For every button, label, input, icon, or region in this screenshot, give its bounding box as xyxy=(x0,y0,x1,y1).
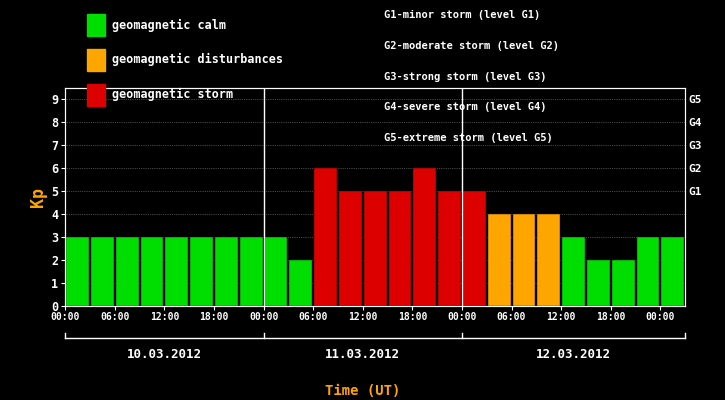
Bar xyxy=(463,191,486,306)
Bar xyxy=(513,214,535,306)
Text: G2-moderate storm (level G2): G2-moderate storm (level G2) xyxy=(384,41,559,51)
Bar xyxy=(265,237,287,306)
Bar xyxy=(537,214,560,306)
Text: G1-minor storm (level G1): G1-minor storm (level G1) xyxy=(384,10,541,20)
Bar xyxy=(91,237,114,306)
Bar xyxy=(488,214,510,306)
Text: Time (UT): Time (UT) xyxy=(325,384,400,398)
Bar xyxy=(165,237,188,306)
Bar xyxy=(215,237,238,306)
Bar xyxy=(339,191,362,306)
Text: G4-severe storm (level G4): G4-severe storm (level G4) xyxy=(384,102,547,112)
Bar xyxy=(612,260,634,306)
Bar xyxy=(314,168,337,306)
Bar xyxy=(438,191,461,306)
Bar xyxy=(240,237,262,306)
Text: 12.03.2012: 12.03.2012 xyxy=(536,348,611,361)
Text: geomagnetic storm: geomagnetic storm xyxy=(112,88,233,101)
Text: geomagnetic calm: geomagnetic calm xyxy=(112,18,226,32)
Bar xyxy=(141,237,163,306)
Bar xyxy=(587,260,610,306)
Bar xyxy=(190,237,213,306)
Bar xyxy=(413,168,436,306)
Y-axis label: Kp: Kp xyxy=(29,187,47,207)
Bar xyxy=(661,237,684,306)
Text: 11.03.2012: 11.03.2012 xyxy=(326,348,400,361)
Text: G5-extreme storm (level G5): G5-extreme storm (level G5) xyxy=(384,133,553,143)
Bar xyxy=(116,237,138,306)
Bar xyxy=(289,260,312,306)
Text: G3-strong storm (level G3): G3-strong storm (level G3) xyxy=(384,72,547,82)
Text: 10.03.2012: 10.03.2012 xyxy=(127,348,202,361)
Bar xyxy=(364,191,386,306)
Bar xyxy=(637,237,659,306)
Bar xyxy=(389,191,411,306)
Text: geomagnetic disturbances: geomagnetic disturbances xyxy=(112,53,283,66)
Bar xyxy=(66,237,89,306)
Bar xyxy=(562,237,585,306)
